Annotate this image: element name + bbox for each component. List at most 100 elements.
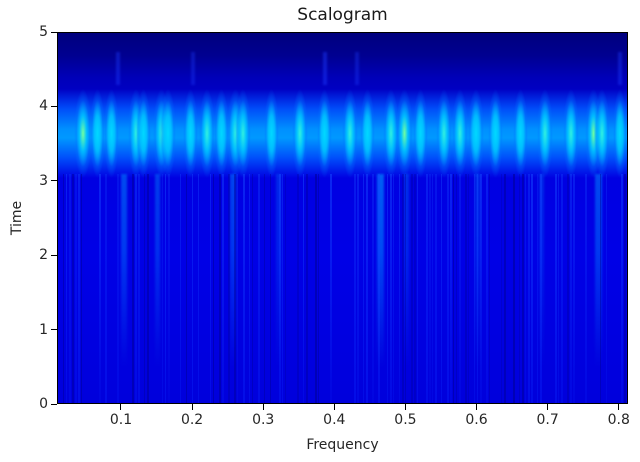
upper-streak <box>354 51 359 86</box>
secondary-streak <box>121 174 128 368</box>
y-tick <box>51 403 57 405</box>
band-peak <box>382 88 399 179</box>
texture-line <box>477 174 478 403</box>
upper-streak <box>322 51 327 86</box>
texture-line <box>480 174 482 403</box>
texture-line <box>75 174 77 403</box>
secondary-streak <box>538 174 545 368</box>
texture-line <box>306 174 308 403</box>
texture-line <box>378 174 380 403</box>
texture-line <box>282 174 283 403</box>
band-peak <box>436 88 453 179</box>
texture-line <box>105 174 107 403</box>
y-tick-label: 1 <box>39 321 48 338</box>
y-axis-label: Time <box>9 200 25 236</box>
texture-line <box>504 174 506 403</box>
band-peak <box>612 88 627 179</box>
x-tick-label: 0.7 <box>536 412 559 428</box>
y-tick <box>51 180 57 182</box>
texture-line <box>117 174 119 403</box>
texture-line <box>303 174 304 403</box>
texture-line <box>453 174 454 403</box>
band-peak <box>182 88 198 179</box>
y-tick <box>51 105 57 107</box>
band-peak <box>234 88 252 179</box>
x-tick-label: 0.4 <box>323 412 346 428</box>
secondary-streak <box>376 174 384 368</box>
texture-line <box>78 174 80 403</box>
texture-line <box>315 174 317 403</box>
band-peak <box>395 88 413 179</box>
texture-line <box>390 174 392 403</box>
texture-line <box>405 174 406 403</box>
texture-line <box>285 174 286 403</box>
band-peak <box>359 88 376 179</box>
texture-line <box>624 174 626 403</box>
texture-line <box>258 174 260 403</box>
band-peak <box>412 88 429 179</box>
band-peak <box>537 88 554 179</box>
band-peak <box>468 88 484 179</box>
texture-line <box>513 174 515 403</box>
texture-line <box>219 174 221 403</box>
texture-line <box>165 174 166 403</box>
texture-line <box>561 174 563 403</box>
texture-line <box>486 174 488 403</box>
texture-line <box>522 174 524 403</box>
texture-line <box>411 174 413 403</box>
texture-line <box>399 174 400 403</box>
texture-line <box>450 174 452 403</box>
texture-line <box>213 174 214 403</box>
texture-line <box>468 174 469 403</box>
texture-line <box>138 174 140 403</box>
texture-line <box>144 174 145 403</box>
upper-streak <box>116 51 121 86</box>
texture-line <box>447 174 449 403</box>
band-peak <box>160 88 176 179</box>
band-peak <box>103 88 120 179</box>
y-tick-label: 3 <box>39 172 48 189</box>
upper-streak <box>191 51 196 86</box>
y-tick-label: 2 <box>39 247 48 264</box>
band-peak <box>263 88 280 179</box>
texture-line <box>501 174 502 403</box>
x-tick-label: 0.3 <box>252 412 275 428</box>
texture-line <box>459 174 461 403</box>
band-peak <box>135 88 151 179</box>
band-peak <box>512 88 528 179</box>
texture-line <box>270 174 271 403</box>
texture-line <box>531 174 533 403</box>
texture-line <box>354 174 356 403</box>
texture-line <box>69 174 71 403</box>
texture-line <box>330 174 332 403</box>
texture-layer <box>58 174 627 403</box>
texture-line <box>525 174 526 403</box>
texture-line <box>99 174 101 403</box>
texture-line <box>192 174 193 403</box>
texture-line <box>162 174 163 403</box>
texture-line <box>402 174 404 403</box>
texture-line <box>132 174 134 403</box>
texture-line <box>186 174 187 403</box>
x-tick <box>547 404 549 410</box>
band-peak <box>593 88 611 179</box>
texture-line <box>168 174 170 403</box>
texture-line <box>432 174 433 403</box>
x-tick <box>333 404 335 410</box>
texture-line <box>228 174 230 403</box>
texture-line <box>318 174 319 403</box>
texture-line <box>456 174 457 403</box>
texture-line <box>570 174 572 403</box>
texture-line <box>372 174 374 403</box>
texture-line <box>180 174 181 403</box>
texture-line <box>63 174 64 403</box>
x-tick <box>404 404 406 410</box>
texture-line <box>606 174 607 403</box>
texture-line <box>393 174 394 403</box>
texture-line <box>621 174 623 403</box>
texture-line <box>555 174 557 403</box>
texture-line <box>519 174 520 403</box>
x-tick-label: 0.5 <box>394 412 417 428</box>
y-tick <box>51 254 57 256</box>
band-peak <box>341 88 358 179</box>
